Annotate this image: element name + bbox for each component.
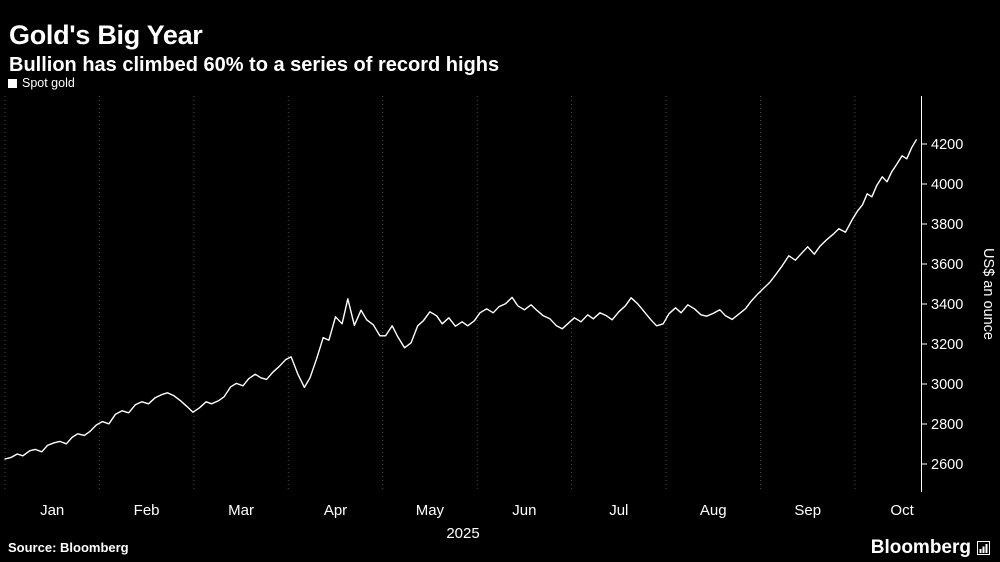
x-tick-label: Jul	[609, 502, 628, 519]
y-tick-label: 4200	[931, 137, 963, 153]
source-note: Source: Bloomberg	[8, 540, 129, 555]
y-tick-label: 3800	[931, 217, 963, 233]
y-tick-label: 3600	[931, 257, 963, 273]
x-tick-label: Aug	[700, 502, 727, 519]
y-tick-label: 2800	[931, 417, 963, 433]
gold-price-chart: Jan Feb Mar Apr May Jun Jul Aug Sep Oct 2600 2800 30…	[4, 96, 996, 542]
x-tick-label: Oct	[890, 502, 914, 519]
y-tick-label: 3400	[931, 297, 963, 313]
bloomberg-wordmark: Bloomberg	[870, 537, 971, 558]
page-subtitle: Bullion has climbed 60% to a series of r…	[9, 53, 500, 76]
x-tick-label: Mar	[228, 502, 254, 519]
x-tick-label: Feb	[134, 502, 160, 519]
y-tick-label: 3200	[931, 337, 963, 353]
y-tick-label: 3000	[931, 377, 963, 393]
x-tick-label: Apr	[324, 502, 347, 519]
chart-legend: Spot gold	[8, 76, 75, 90]
x-axis-year-label: 2025	[446, 525, 479, 542]
y-axis-title: US$ an ounce	[980, 248, 996, 340]
x-tick-label: Sep	[794, 502, 821, 519]
spot-gold-line	[4, 139, 917, 460]
legend-swatch-icon	[8, 78, 17, 88]
x-tick-label: Jun	[512, 502, 536, 519]
legend-label: Spot gold	[22, 76, 75, 90]
chart-bars-icon	[977, 541, 990, 555]
x-tick-label: May	[416, 502, 445, 519]
y-tick-label: 4000	[931, 177, 963, 193]
y-tick-label: 2600	[931, 457, 963, 473]
page-title: Gold's Big Year	[9, 20, 203, 51]
bloomberg-logo: Bloomberg	[871, 537, 990, 559]
x-tick-label: Jan	[40, 502, 64, 519]
